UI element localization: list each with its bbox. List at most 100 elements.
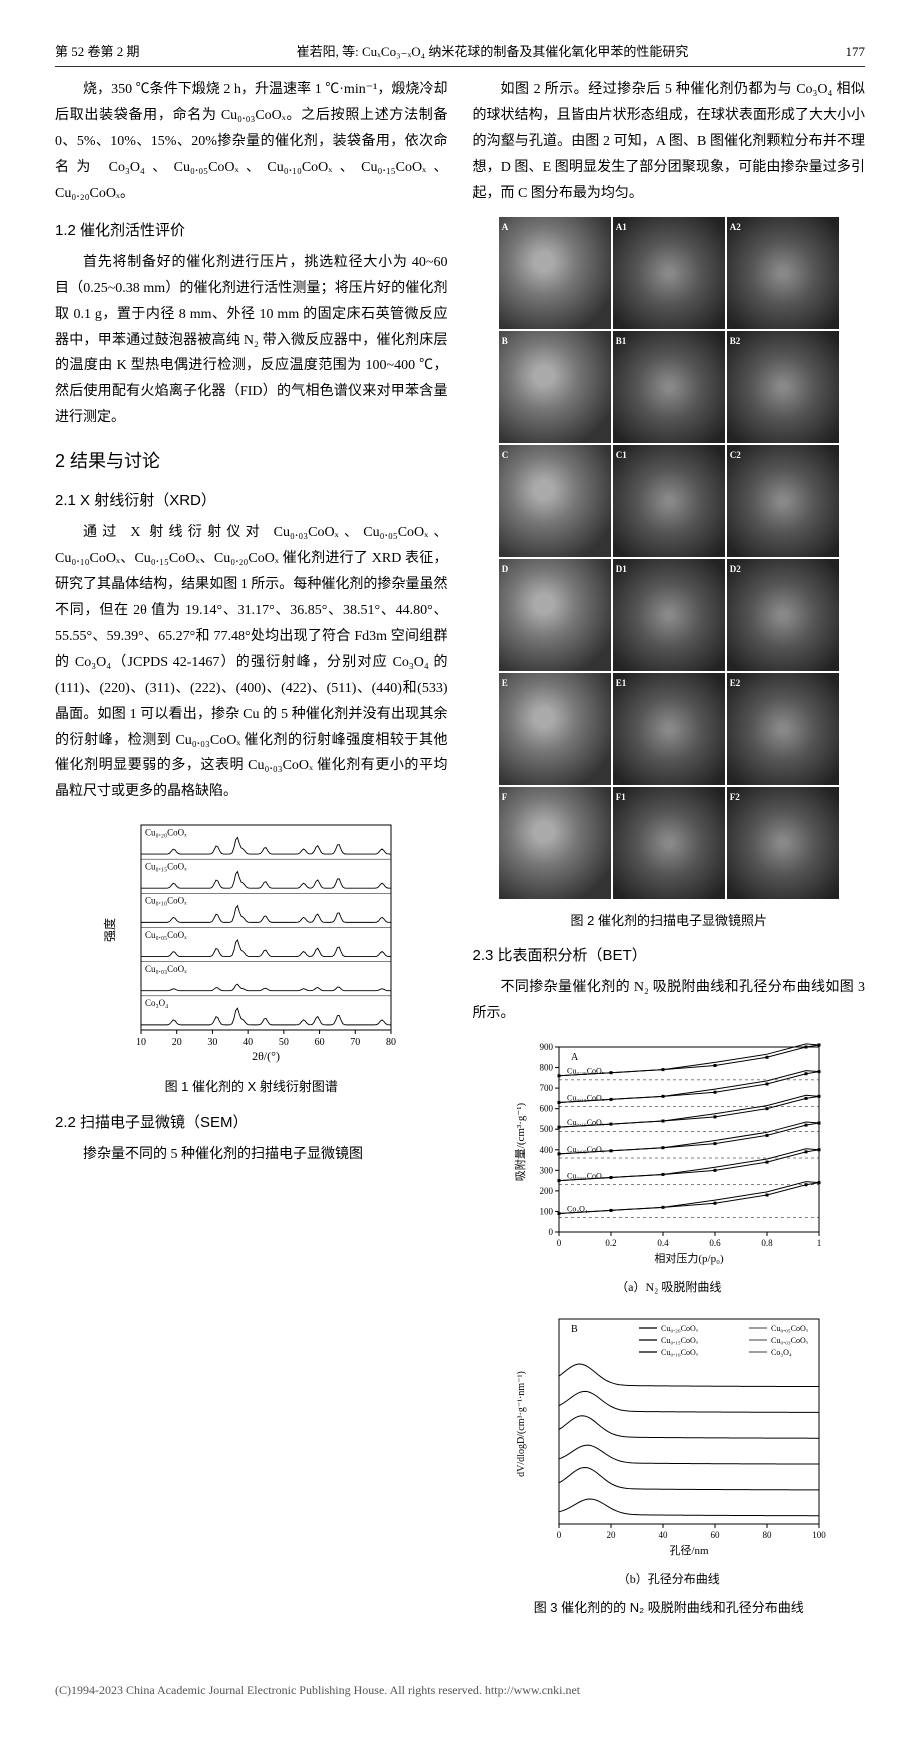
fig2-caption: 图 2 催化剂的扫描电子显微镜照片 — [473, 909, 866, 932]
footer: (C)1994-2023 China Academic Journal Elec… — [55, 1670, 865, 1702]
bet-b-ylabel: dV/dlogD/(cm³·g⁻¹·nm⁻¹) — [516, 1371, 527, 1477]
svg-text:300: 300 — [539, 1165, 553, 1175]
svg-text:40: 40 — [243, 1037, 253, 1048]
sem-cell: E — [499, 673, 611, 785]
svg-text:Cu₀.₂₀CoOₓ: Cu₀.₂₀CoOₓ — [567, 1067, 605, 1076]
sem-cell: C1 — [613, 445, 725, 557]
svg-text:Cu₀.₀₅CoOₓ: Cu₀.₀₅CoOₓ — [771, 1324, 809, 1333]
sem-cell: A2 — [727, 217, 839, 329]
svg-text:Cu₀.₀₅CoOₓ: Cu₀.₀₅CoOₓ — [145, 930, 187, 940]
svg-text:1: 1 — [817, 1238, 822, 1248]
heading-2-3: 2.3 比表面积分析（BET） — [473, 942, 866, 969]
xrd-chart: 强度 10 20 30 40 50 60 70 80 2θ/(°) Cu₀.₂₀CoOₓ Cu₀… — [55, 815, 448, 1065]
xrd-xlabel: 2θ/(°) — [252, 1049, 280, 1063]
heading-1-2: 1.2 催化剂活性评价 — [55, 217, 448, 244]
para-activity: 首先将制备好的催化剂进行压片，挑选粒径大小为 40~60 目（0.25~0.38… — [55, 250, 448, 431]
svg-text:0: 0 — [557, 1530, 562, 1540]
fig3-caption: 图 3 催化剂的的 N₂ 吸脱附曲线和孔径分布曲线 — [473, 1596, 866, 1619]
svg-text:0.6: 0.6 — [709, 1238, 721, 1248]
sem-cell: F1 — [613, 787, 725, 899]
fig3a-sub: （a）N₂ 吸脱附曲线 — [473, 1277, 866, 1299]
para-xrd: 通过 X 射线衍射仪对 Cu₀.₀₃CoOₓ、Cu₀.₀₅CoOₓ、Cu₀.₁₀… — [55, 520, 448, 805]
svg-text:Cu₀.₁₅CoOₓ: Cu₀.₁₅CoOₓ — [567, 1093, 605, 1102]
page-header: 第 52 卷第 2 期 崔若阳, 等: CuₓCo₃₋ₓO₄ 纳米花球的制备及其… — [55, 40, 865, 67]
header-page: 177 — [846, 40, 866, 63]
svg-text:Cu₀.₁₀CoOₓ: Cu₀.₁₀CoOₓ — [145, 896, 187, 906]
sem-cell: D1 — [613, 559, 725, 671]
sem-cell: A — [499, 217, 611, 329]
para-prep: 烧，350 ℃条件下煅烧 2 h，升温速率 1 ℃·min⁻¹，煅烧冷却后取出装… — [55, 77, 448, 206]
main-content: 烧，350 ℃条件下煅烧 2 h，升温速率 1 ℃·min⁻¹，煅烧冷却后取出装… — [55, 77, 865, 1629]
sem-cell: C2 — [727, 445, 839, 557]
svg-text:700: 700 — [539, 1083, 553, 1093]
svg-text:30: 30 — [208, 1037, 218, 1048]
sem-cell: D2 — [727, 559, 839, 671]
svg-text:900: 900 — [539, 1042, 553, 1052]
bet-a-ylabel: 吸附量/(cm³·g⁻¹) — [513, 1102, 527, 1181]
sem-cell: F — [499, 787, 611, 899]
header-title: 崔若阳, 等: CuₓCo₃₋ₓO₄ 纳米花球的制备及其催化氧化甲苯的性能研究 — [140, 40, 846, 63]
svg-text:Co₃O₄: Co₃O₄ — [567, 1204, 588, 1213]
sem-cell: E1 — [613, 673, 725, 785]
sem-cell: F2 — [727, 787, 839, 899]
svg-text:Cu₀.₁₅CoOₓ: Cu₀.₁₅CoOₓ — [661, 1336, 699, 1345]
svg-text:100: 100 — [539, 1206, 553, 1216]
sem-cell: E2 — [727, 673, 839, 785]
svg-text:20: 20 — [172, 1037, 182, 1048]
svg-text:Cu₀.₀₅CoOₓ: Cu₀.₀₅CoOₓ — [567, 1145, 605, 1154]
svg-text:0.8: 0.8 — [761, 1238, 773, 1248]
svg-text:800: 800 — [539, 1063, 553, 1073]
bet-chart-a: A 吸附量/(cm³·g⁻¹) 010020030040050060070080… — [473, 1037, 866, 1267]
para-bet: 不同掺杂量催化剂的 N₂ 吸脱附曲线和孔径分布曲线如图 3 所示。 — [473, 975, 866, 1027]
fig3b-sub: （b）孔径分布曲线 — [473, 1569, 866, 1591]
sem-grid: AA1A2 BB1B2 CC1C2 DD1D2 EE1E2 FF1F2 — [499, 217, 839, 899]
sem-cell: C — [499, 445, 611, 557]
svg-text:400: 400 — [539, 1145, 553, 1155]
svg-text:Co₃O₄: Co₃O₄ — [145, 998, 168, 1008]
bet-b-xlabel: 孔径/nm — [669, 1544, 709, 1557]
fig1-caption: 图 1 催化剂的 X 射线衍射图谱 — [55, 1075, 448, 1098]
svg-text:Co₃O₄: Co₃O₄ — [771, 1348, 792, 1357]
para-sem2: 如图 2 所示。经过掺杂后 5 种催化剂仍都为与 Co₃O₄ 相似的球状结构，且… — [473, 77, 866, 206]
bet-a-xlabel: 相对压力(p/p₀) — [654, 1251, 724, 1265]
svg-text:500: 500 — [539, 1124, 553, 1134]
svg-text:Cu₀.₂₀CoOₓ: Cu₀.₂₀CoOₓ — [661, 1324, 699, 1333]
svg-text:50: 50 — [279, 1037, 289, 1048]
heading-2: 2 结果与讨论 — [55, 445, 448, 477]
svg-text:40: 40 — [658, 1530, 668, 1540]
svg-text:20: 20 — [606, 1530, 616, 1540]
para-sem: 掺杂量不同的 5 种催化剂的扫描电子显微镜图 — [55, 1142, 448, 1168]
header-volume: 第 52 卷第 2 期 — [55, 40, 140, 63]
svg-text:10: 10 — [136, 1037, 146, 1048]
svg-text:Cu₀.₁₀CoOₓ: Cu₀.₁₀CoOₓ — [661, 1348, 699, 1357]
xrd-ylabel: 强度 — [102, 918, 117, 942]
sem-cell: B2 — [727, 331, 839, 443]
heading-2-2: 2.2 扫描电子显微镜（SEM） — [55, 1109, 448, 1136]
svg-text:0.2: 0.2 — [605, 1238, 616, 1248]
svg-text:600: 600 — [539, 1104, 553, 1114]
svg-text:60: 60 — [315, 1037, 325, 1048]
svg-text:Cu₀.₁₅CoOₓ: Cu₀.₁₅CoOₓ — [145, 862, 187, 872]
right-column: 如图 2 所示。经过掺杂后 5 种催化剂仍都为与 Co₃O₄ 相似的球状结构，且… — [473, 77, 866, 1629]
heading-2-1: 2.1 X 射线衍射（XRD） — [55, 487, 448, 514]
svg-text:80: 80 — [762, 1530, 772, 1540]
svg-text:0: 0 — [548, 1227, 553, 1237]
svg-text:Cu₀.₀₃CoOₓ: Cu₀.₀₃CoOₓ — [145, 964, 187, 974]
bet-chart-b: B dV/dlogD/(cm³·g⁻¹·nm⁻¹) 0 20 40 60 80 100 孔… — [473, 1309, 866, 1559]
sem-cell: B — [499, 331, 611, 443]
svg-text:100: 100 — [812, 1530, 826, 1540]
sem-cell: A1 — [613, 217, 725, 329]
svg-text:200: 200 — [539, 1186, 553, 1196]
svg-text:80: 80 — [386, 1037, 396, 1048]
sem-cell: D — [499, 559, 611, 671]
svg-text:60: 60 — [710, 1530, 720, 1540]
svg-text:Cu₀.₀₃CoOₓ: Cu₀.₀₃CoOₓ — [771, 1336, 809, 1345]
svg-text:Cu₀.₀₃CoOₓ: Cu₀.₀₃CoOₓ — [567, 1172, 605, 1181]
bet-b-label-B: B — [571, 1324, 578, 1335]
svg-text:0.4: 0.4 — [657, 1238, 669, 1248]
svg-text:Cu₀.₂₀CoOₓ: Cu₀.₂₀CoOₓ — [145, 828, 187, 838]
svg-text:Cu₀.₁₀CoOₓ: Cu₀.₁₀CoOₓ — [567, 1118, 605, 1127]
sem-cell: B1 — [613, 331, 725, 443]
left-column: 烧，350 ℃条件下煅烧 2 h，升温速率 1 ℃·min⁻¹，煅烧冷却后取出装… — [55, 77, 448, 1629]
svg-text:70: 70 — [351, 1037, 361, 1048]
